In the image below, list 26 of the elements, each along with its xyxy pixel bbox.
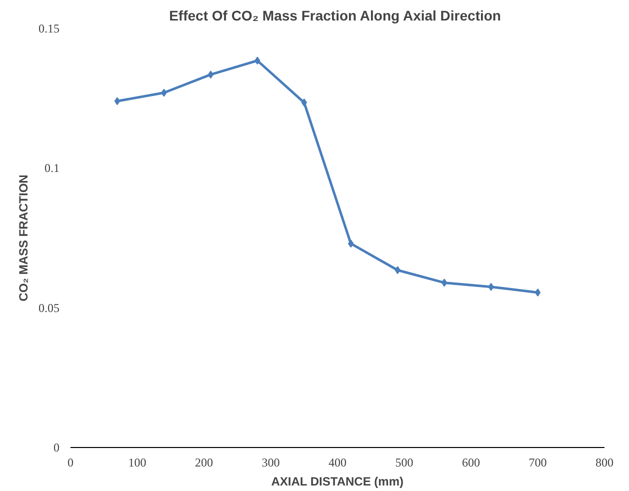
point [534, 288, 541, 296]
x-tick-label: 500 [395, 456, 414, 470]
x-axis-title: AXIAL DISTANCE (mm) [271, 474, 404, 488]
point [161, 88, 167, 97]
chart-title: Effect Of CO₂ Mass Fraction Along Axial Direction [169, 8, 501, 24]
point [254, 56, 260, 65]
x-tick-label: 300 [262, 456, 280, 470]
y-tick-label: 0.15 [38, 22, 60, 36]
y-axis-title: CO₂ MASS FRACTION [16, 174, 30, 302]
point [348, 240, 354, 248]
point [114, 97, 120, 106]
point [301, 98, 307, 107]
x-tick-label: 0 [68, 456, 74, 470]
point [488, 282, 494, 291]
y-tick-label: 0.1 [44, 161, 60, 176]
x-tick-label: 800 [596, 456, 614, 470]
x-tick-label: 200 [195, 456, 213, 470]
point [394, 266, 400, 274]
y-tick-label: 0.05 [38, 300, 60, 315]
point [208, 70, 214, 79]
x-tick-label: 700 [528, 456, 547, 470]
y-tick-label: 0 [54, 440, 60, 454]
x-tick-label: 400 [328, 456, 346, 470]
x-tick-label: 600 [462, 456, 480, 470]
point [441, 278, 448, 287]
x-tick-label: 100 [128, 456, 146, 470]
